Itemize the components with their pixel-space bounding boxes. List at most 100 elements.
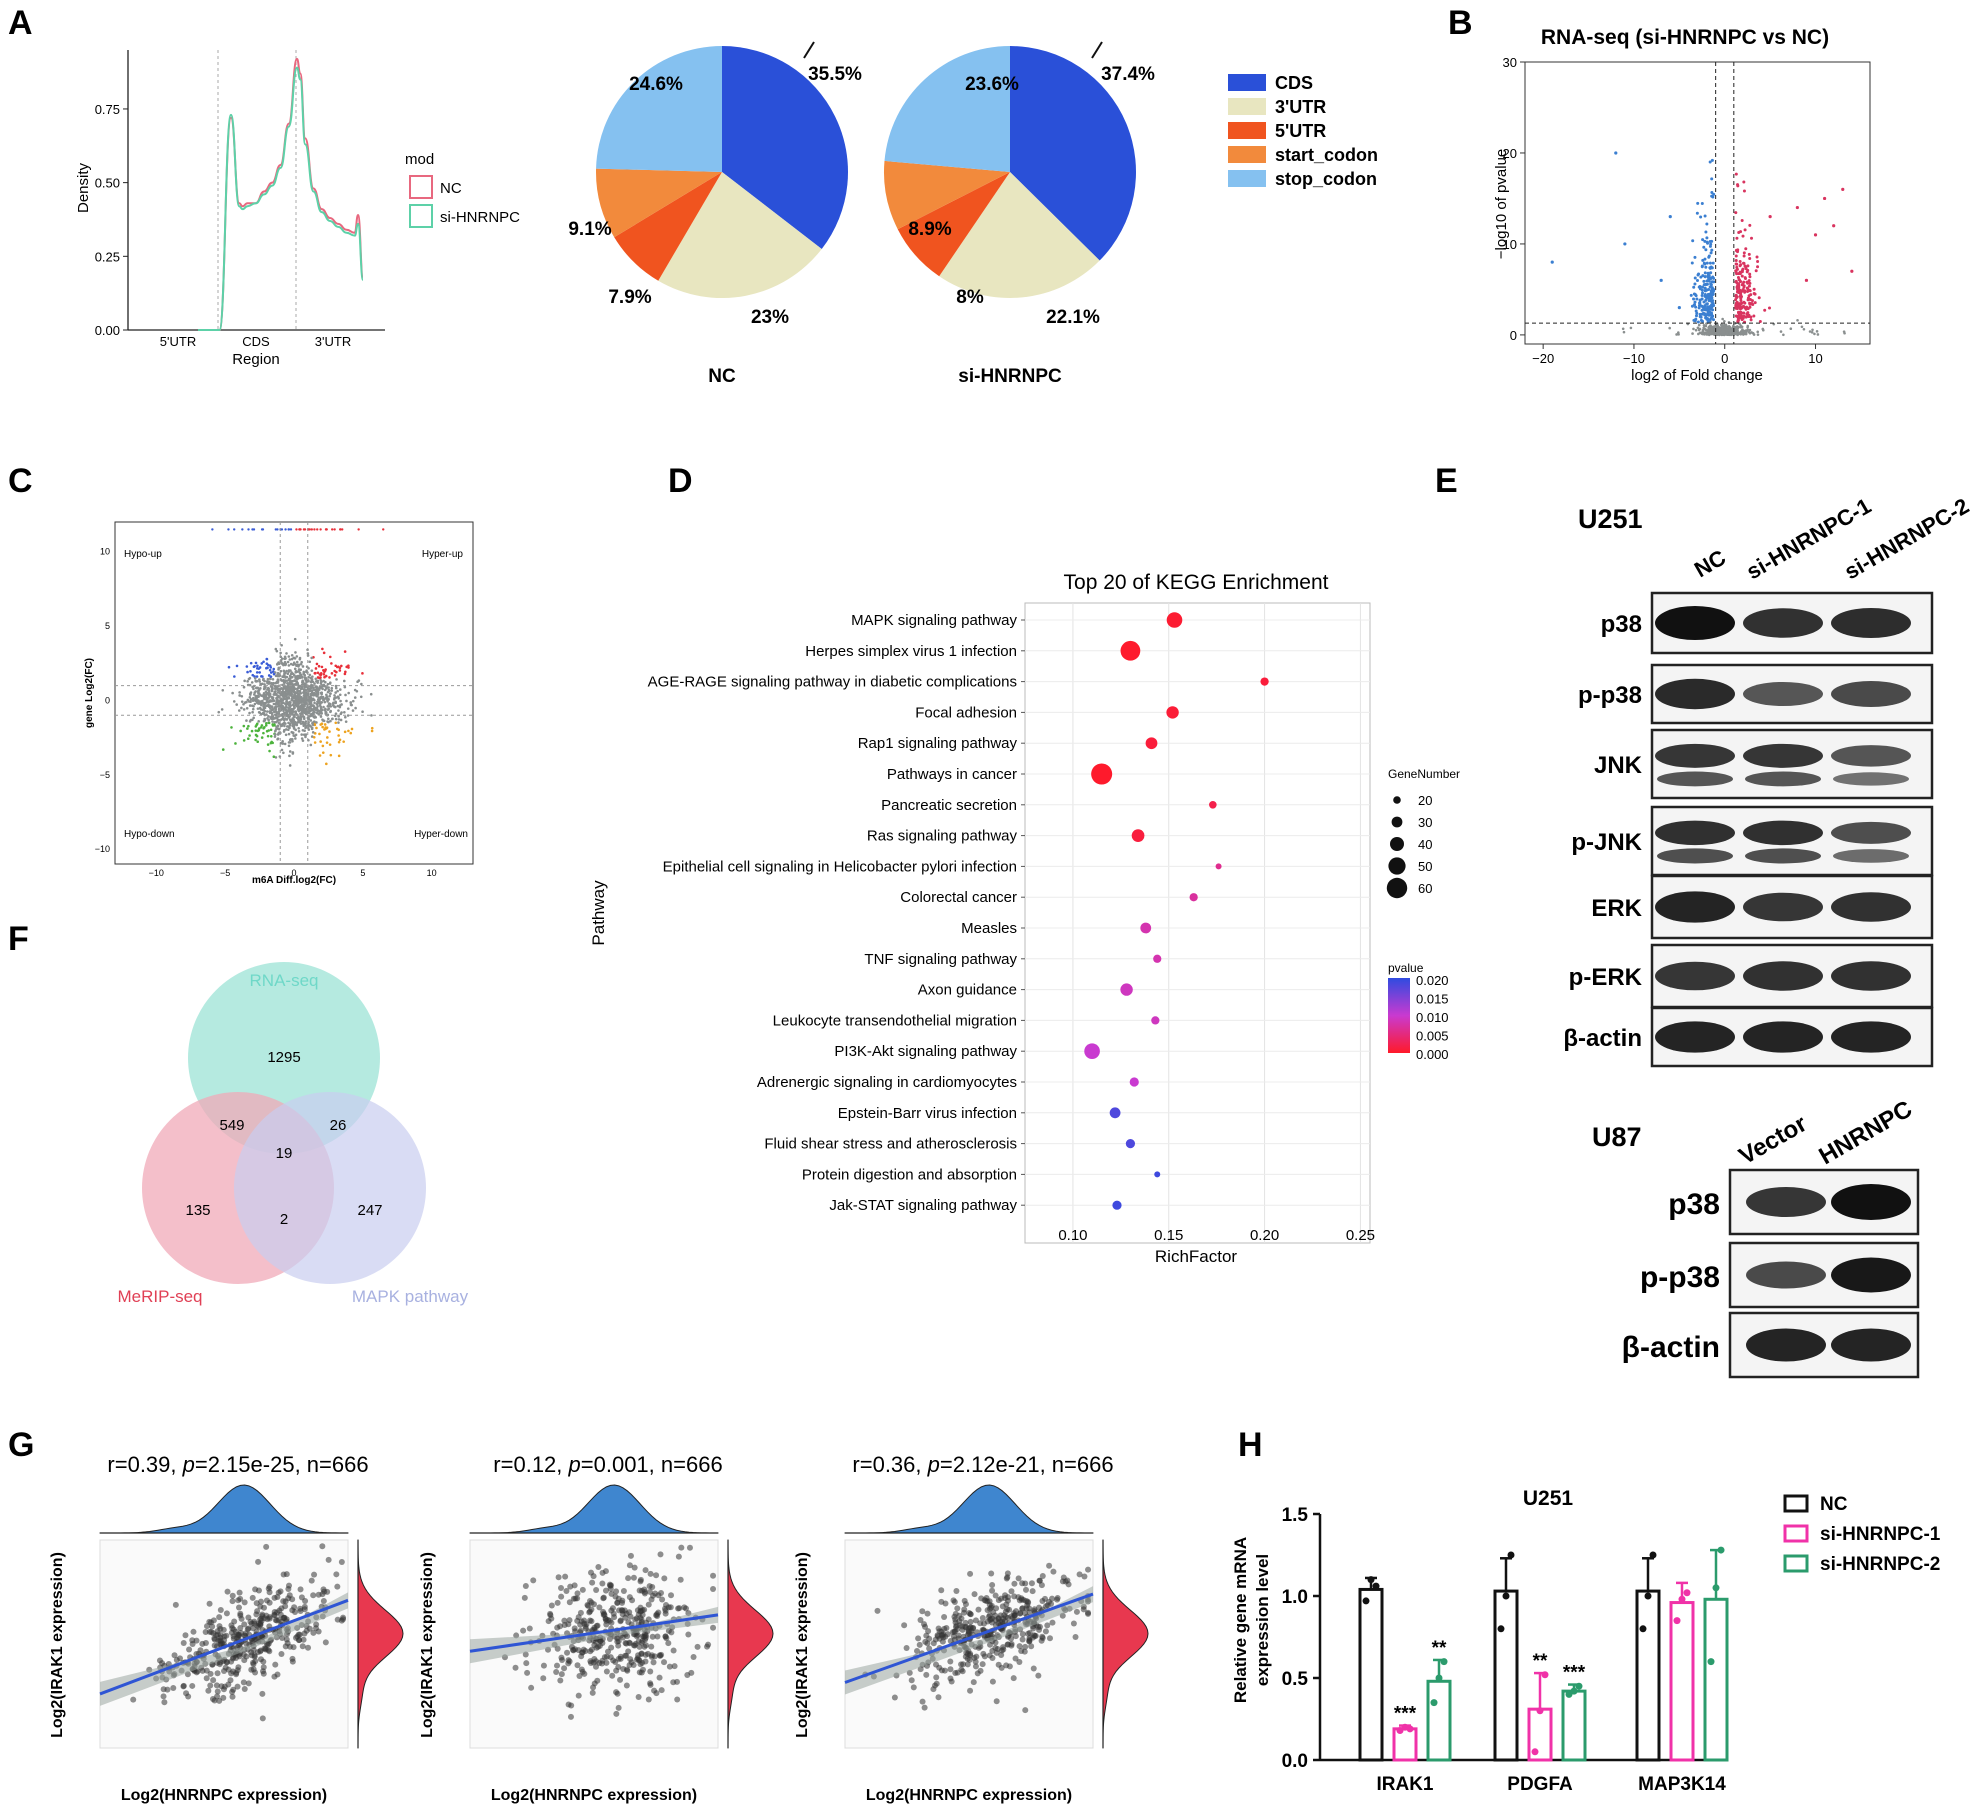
quadrant-point-hypo-up [255,671,259,674]
quadrant-point-ns [274,729,277,733]
corr-point [686,1544,693,1551]
bar-data-point [1367,1576,1375,1584]
quadrant-point-ns [238,694,241,697]
quadrant-point-ns [295,702,299,706]
quadrant-point-hypo-down [246,737,250,741]
quadrant-point-ns [251,696,255,700]
volcano-point-up [1768,215,1772,219]
quadrant-point-edge [324,528,328,531]
volcano-point-ns [1703,327,1706,331]
kegg-dot [1153,954,1162,963]
quadrant-point-hypo-up [257,667,261,670]
quadrant-point-ns [273,684,277,688]
kegg-color-bar [1388,978,1410,1053]
pie-legend-swatch [1228,74,1266,91]
quadrant-point-ns [274,647,278,651]
wb-row-label: ERK [1591,895,1642,922]
corr-point [671,1663,678,1670]
quadrant-point-ns [287,664,291,667]
quadrant-point-ns [251,699,255,702]
quadrant-point-ns [285,675,289,679]
corr-point [291,1604,298,1611]
quadrant-point-ns [271,677,275,681]
quadrant-point-ns [294,669,298,673]
venn-set-rna: RNA-seq [250,971,319,990]
quadrant-point-ns [308,673,312,677]
volcano-point-down [1705,261,1709,265]
quadrant-point-ns [272,710,276,714]
quadrant-point-ns [282,697,285,701]
volcano-point-ns [1709,331,1712,335]
bar-data-point [1644,1592,1652,1600]
volcano-point-ns [1731,332,1734,336]
kegg-pathway-label: PI3K-Akt signaling pathway [834,1043,1017,1060]
corr-point [1026,1635,1033,1642]
bar-data-point [1678,1595,1686,1603]
corr-point [934,1632,941,1639]
quadrant-point-ns [338,693,342,697]
corr-point [591,1624,598,1631]
corr-point [1085,1566,1092,1573]
volcano-point-down [1677,306,1681,310]
volcano-point-down [1695,211,1699,215]
volcano-point-down [1711,291,1715,295]
quadrant-point-ns [297,668,301,671]
quadrant-point-ns [354,706,357,710]
quadrant-point-ns [297,709,301,713]
volcano-point-down [1703,239,1707,243]
corr-point [554,1645,561,1652]
quadrant-point-ns [293,667,297,671]
corr-point [682,1605,689,1612]
corr-point [1032,1632,1039,1639]
corr-point [173,1657,180,1664]
wb-row-label: β-actin [1563,1025,1642,1052]
quadrant-point-ns [312,694,316,697]
volcano-point-up [1745,270,1749,274]
volcano-point-ns [1746,326,1749,329]
quadrant-point-edge [233,528,236,531]
corr-point [609,1672,616,1679]
quadrant-point-hypo-down [256,740,259,744]
kegg-dot [1145,737,1158,750]
quadrant-point-ns [286,672,290,676]
kegg-size-legend-dot [1391,816,1403,828]
quadrant-point-ns [287,728,290,731]
volcano-point-down [1623,242,1627,246]
volcano-point-up [1795,205,1799,210]
quadrant-point-hypo-up [245,665,249,668]
bar-ylabel-line1: Relative gene mRNA [1231,1537,1250,1703]
venn-count-merip-mapk: 2 [280,1211,288,1228]
corr-point [1029,1588,1036,1595]
quadrant-point-ns [258,680,262,683]
corr-point [987,1616,994,1623]
quadrant-point-ns [295,660,299,664]
quadrant-point-ns [322,705,325,709]
volcano-point-up [1736,250,1740,254]
corr-point [275,1616,282,1623]
corr-point [563,1588,570,1595]
corr-point [217,1607,224,1614]
corr-point [986,1652,993,1659]
corr-point [298,1594,305,1601]
quadrant-point-ns [287,721,290,725]
quadrant-point-ns [334,701,338,705]
quadrant-point-ns [258,711,261,714]
quadrant-point-ns [302,724,305,728]
quadrant-point-edge [382,528,385,531]
quadrant-point-ns [284,690,288,693]
quadrant-point-ns [303,698,307,702]
quadrant-point-ns [315,702,319,706]
corr-point [235,1604,242,1611]
volcano-point-up [1734,172,1738,176]
quadrant-point-hyper-up [334,664,338,668]
quadrant-point-ns [290,680,293,683]
volcano-ytick-label: 20 [1503,146,1517,161]
volcano-point-up [1738,270,1742,274]
quadrant-point-ns [355,689,359,693]
bar-legend-swatch [1783,1524,1809,1543]
volcano-point-down [1699,318,1703,322]
corr-point [665,1627,672,1634]
volcano-point-down [1704,248,1708,252]
volcano-point-up [1740,218,1744,222]
quadrant-point-ns [328,704,332,708]
